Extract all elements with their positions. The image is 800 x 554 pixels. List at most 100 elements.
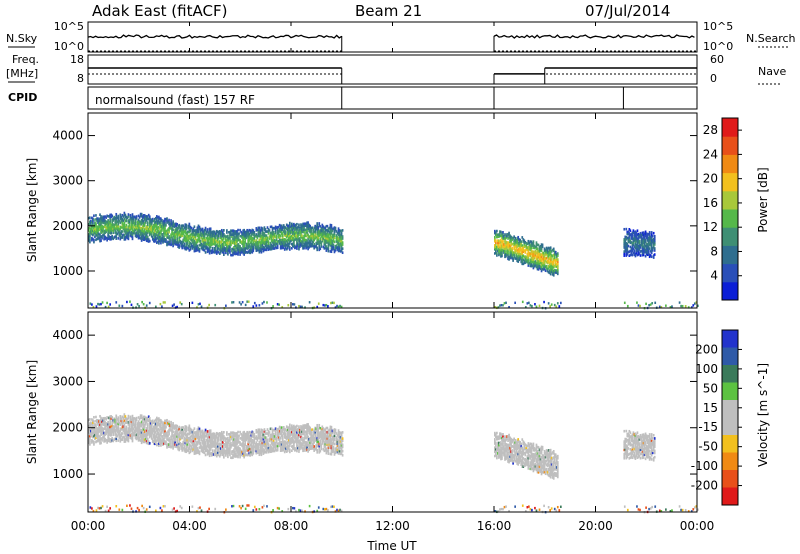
heatmap-cell <box>519 242 522 246</box>
heatmap-cell <box>200 305 203 308</box>
heatmap-cell <box>162 222 164 226</box>
heatmap-cell <box>187 247 190 250</box>
heatmap-cell <box>261 229 264 232</box>
heatmap-cell <box>154 437 157 440</box>
heatmap-cell <box>183 246 186 250</box>
heatmap-cell <box>185 446 188 449</box>
heatmap-cell <box>556 302 559 305</box>
heatmap-cell <box>216 438 219 442</box>
heatmap-cell <box>310 230 312 234</box>
heatmap-cell <box>184 225 187 228</box>
heatmap-cell <box>271 228 274 232</box>
heatmap-cell <box>528 243 531 247</box>
heatmap-cell <box>257 230 260 234</box>
heatmap-cell <box>134 216 137 219</box>
heatmap-cell <box>205 247 208 250</box>
heatmap-cell <box>539 249 542 252</box>
heatmap-cell <box>310 242 312 246</box>
heatmap-cell <box>94 235 96 239</box>
heatmap-cell <box>255 431 258 434</box>
heatmap-cell <box>230 241 232 245</box>
heatmap-cell <box>336 240 339 243</box>
heatmap-cell <box>186 238 189 242</box>
heatmap-cell <box>632 251 635 255</box>
heatmap-cell <box>633 253 636 257</box>
heatmap-cell <box>197 234 200 238</box>
heatmap-cell <box>274 444 277 447</box>
heatmap-cell <box>213 434 216 438</box>
heatmap-cell <box>208 235 211 239</box>
heatmap-cell <box>251 449 254 452</box>
heatmap-cell <box>89 443 91 446</box>
heatmap-cell <box>103 423 105 427</box>
heatmap-cell <box>107 420 109 424</box>
heatmap-cell <box>140 439 143 443</box>
heatmap-cell <box>222 249 225 252</box>
heatmap-cell <box>538 258 541 261</box>
heatmap-cell <box>175 224 177 228</box>
heatmap-cell <box>241 248 243 252</box>
heatmap-cell <box>237 447 239 451</box>
heatmap-cell <box>243 241 245 244</box>
heatmap-cell <box>308 241 310 245</box>
heatmap-cell <box>212 432 215 435</box>
heatmap-cell <box>146 231 149 235</box>
heatmap-cell <box>637 232 640 236</box>
heatmap-cell <box>246 251 249 254</box>
heatmap-cell <box>230 243 232 247</box>
heatmap-cell <box>516 239 519 242</box>
heatmap-cell <box>296 243 298 246</box>
heatmap-cell <box>196 226 199 229</box>
heatmap-cell <box>192 429 195 432</box>
heatmap-cell <box>170 435 172 439</box>
heatmap-cell <box>182 447 185 450</box>
heatmap-cell <box>310 232 312 236</box>
heatmap-cell <box>167 228 169 231</box>
heatmap-cell <box>141 227 144 230</box>
heatmap-cell <box>231 456 233 460</box>
heatmap-cell <box>98 303 101 306</box>
heatmap-cell <box>233 250 235 253</box>
heatmap-cell <box>158 436 160 439</box>
heatmap-cell <box>304 240 306 244</box>
heatmap-cell <box>646 237 649 240</box>
heatmap-cell <box>263 240 266 244</box>
heatmap-cell <box>497 245 499 249</box>
heatmap-cell <box>529 240 532 243</box>
heatmap-cell <box>267 246 270 249</box>
heatmap-cell <box>236 440 238 443</box>
heatmap-cell <box>194 431 197 434</box>
heatmap-cell <box>134 226 137 230</box>
heatmap-cell <box>291 222 293 226</box>
heatmap-cell <box>502 243 504 246</box>
heatmap-cell <box>178 230 181 233</box>
heatmap-cell <box>271 226 274 230</box>
heatmap-cell <box>129 300 131 303</box>
heatmap-cell <box>157 424 159 427</box>
heatmap-cell <box>306 223 308 227</box>
heatmap-cell <box>536 251 539 255</box>
heatmap-cell <box>286 246 289 250</box>
heatmap-cell <box>144 433 147 436</box>
heatmap-cell <box>251 232 254 236</box>
heatmap-cell <box>228 249 230 252</box>
heatmap-cell <box>641 247 644 251</box>
heatmap-cell <box>286 224 289 228</box>
heatmap-cell <box>192 241 195 245</box>
heatmap-cell <box>131 433 134 437</box>
heatmap-cell <box>124 215 127 219</box>
heatmap-cell <box>320 231 323 234</box>
heatmap-cell <box>157 216 159 219</box>
heatmap-cell <box>324 246 327 250</box>
heatmap-cell <box>239 251 241 254</box>
heatmap-cell <box>299 241 301 244</box>
heatmap-cell <box>518 252 521 256</box>
heatmap-cell <box>146 416 149 420</box>
heatmap-cell <box>239 249 241 252</box>
heatmap-cell <box>140 229 143 232</box>
heatmap-cell <box>123 431 126 435</box>
heatmap-cell <box>532 262 535 266</box>
heatmap-cell <box>249 241 252 245</box>
heatmap-cell <box>265 248 268 252</box>
heatmap-cell <box>646 249 649 252</box>
